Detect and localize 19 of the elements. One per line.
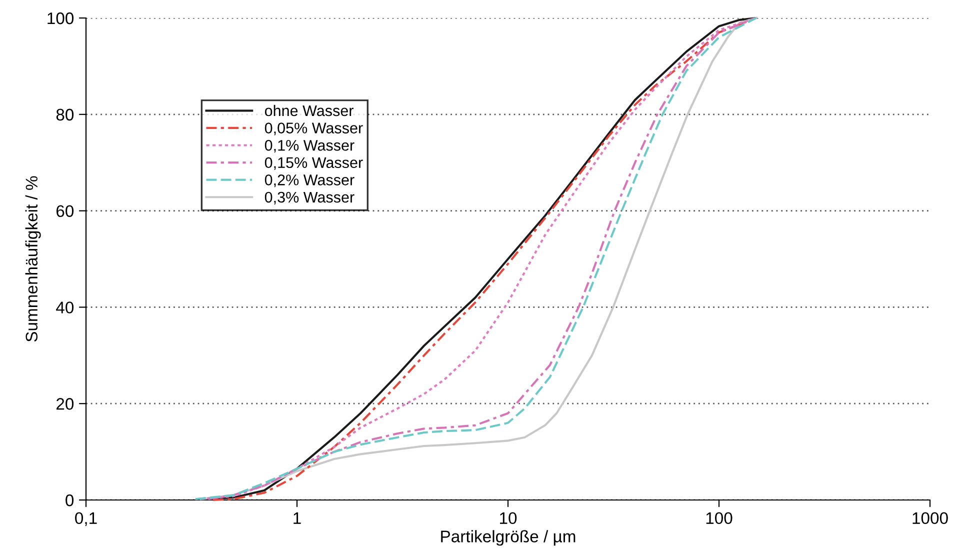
legend-label: ohne Wasser bbox=[264, 104, 354, 116]
x-tick-label: 1 bbox=[294, 512, 301, 524]
y-tick-label: 100 bbox=[48, 12, 74, 24]
x-tick-label: 0,1 bbox=[75, 512, 97, 526]
y-tick-label: 20 bbox=[56, 398, 74, 410]
legend-label: 0,05% Wasser bbox=[264, 122, 363, 136]
y-axis-title: Summenhäufigkeit / % bbox=[25, 176, 41, 342]
x-tick-label: 100 bbox=[706, 512, 732, 524]
legend-label: 0,15% Wasser bbox=[264, 157, 363, 170]
y-tick-label: 60 bbox=[56, 205, 74, 218]
x-tick-label: 1000 bbox=[912, 512, 948, 524]
x-tick-label: 10 bbox=[500, 512, 517, 524]
y-tick-label: 40 bbox=[56, 302, 74, 314]
legend-label: 0,1% Wasser bbox=[264, 140, 354, 153]
y-tick-label: 80 bbox=[56, 108, 74, 121]
legend-label: 0,2% Wasser bbox=[264, 174, 354, 188]
y-tick-label: 0 bbox=[66, 494, 74, 506]
legend-label: 0,3% Wasser bbox=[264, 192, 354, 204]
x-axis-title: Partikelgröße / µm bbox=[441, 530, 576, 546]
